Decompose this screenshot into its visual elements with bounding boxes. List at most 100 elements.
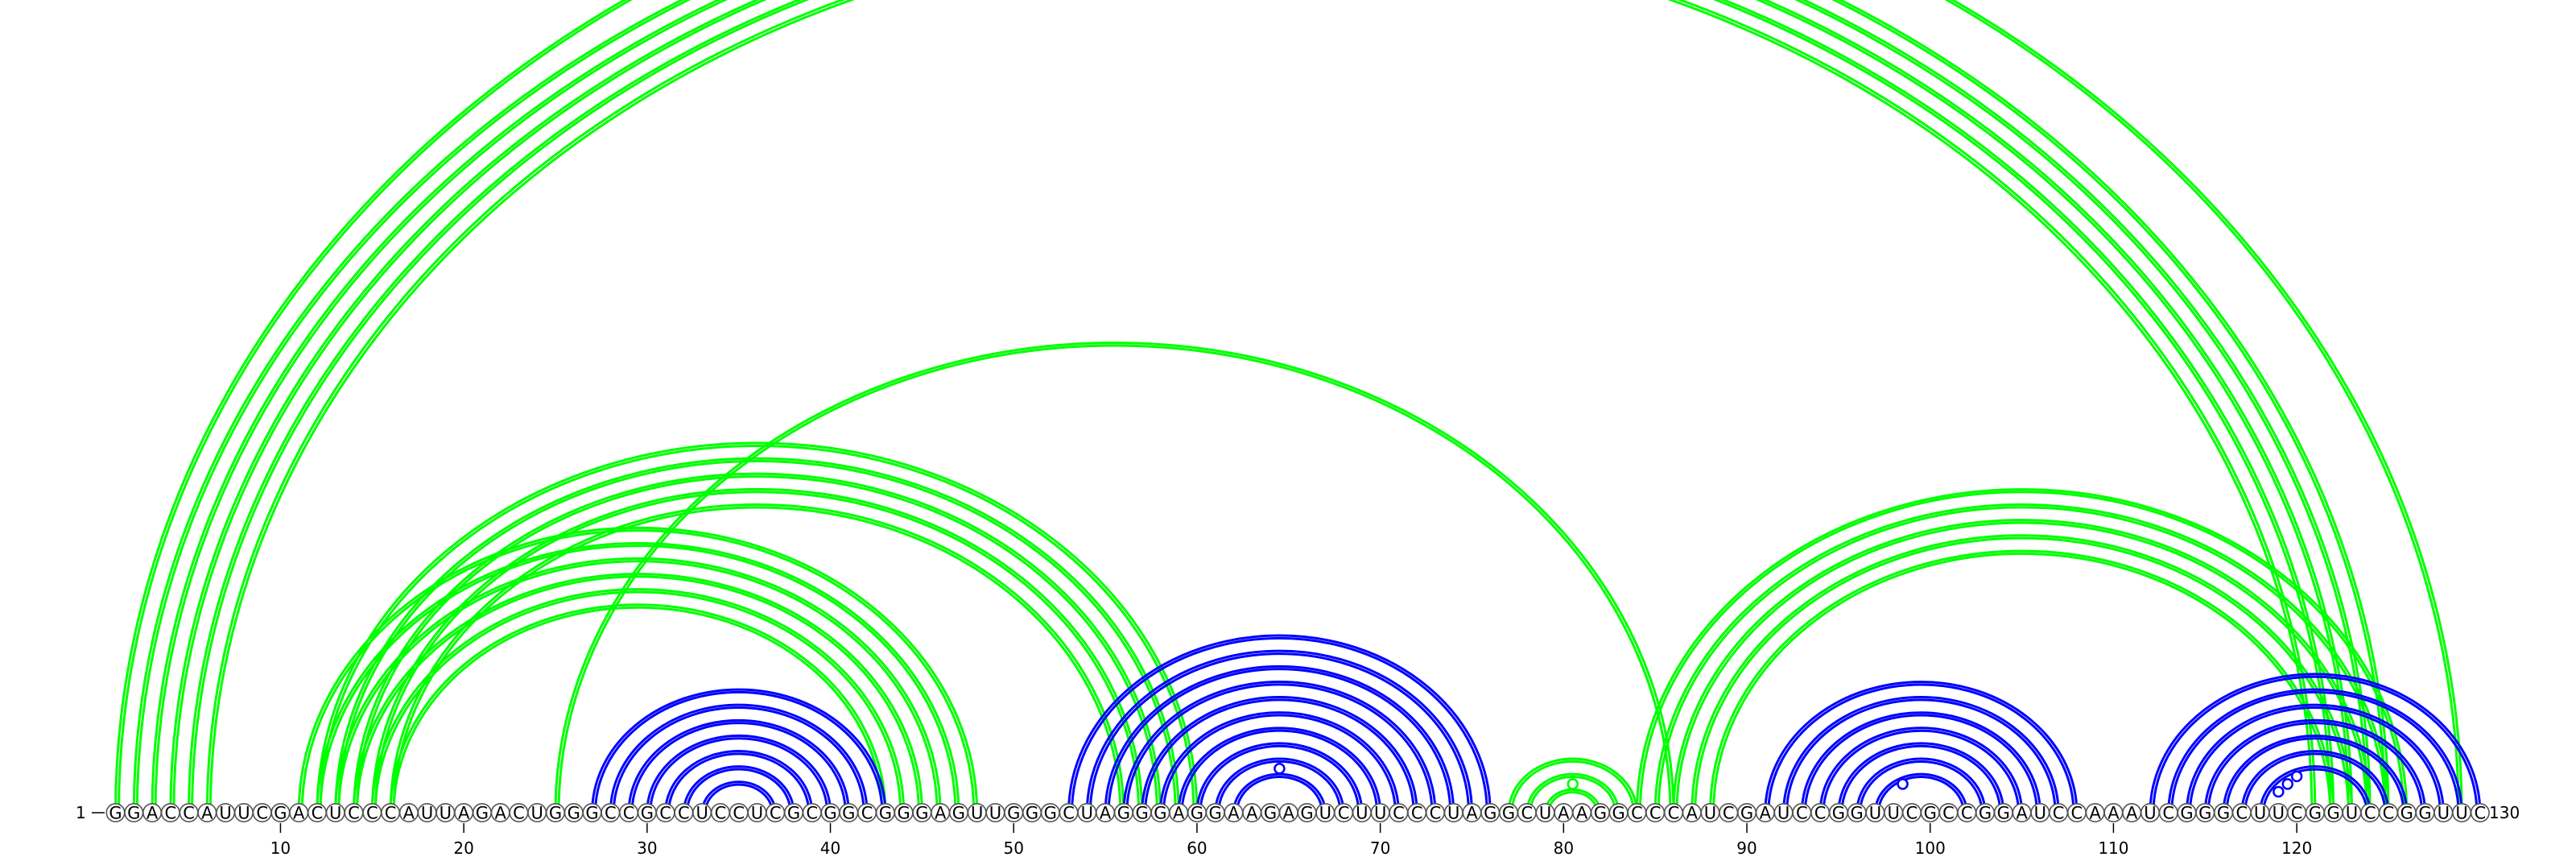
base-pair-arc [1708, 549, 2335, 814]
base-pair-arc [646, 734, 832, 814]
nucleotide: G [1828, 802, 1848, 823]
base-pair-arc [1547, 791, 1599, 814]
nucleotide: C [2287, 802, 2307, 823]
nucleotide-circle [2470, 802, 2490, 822]
position-tick: 110 [2098, 823, 2129, 857]
nucleotide: G [270, 802, 291, 823]
position-tick: 20 [453, 823, 474, 857]
base-pair-arc [370, 588, 906, 814]
nucleotide-letter: G [641, 804, 654, 823]
base-pair-arc [1510, 760, 1635, 814]
nucleotide-letter: C [2291, 804, 2303, 823]
loop-marker [2273, 785, 2285, 798]
nucleotide-letter: A [2126, 804, 2138, 823]
base-pair-arc [557, 344, 1672, 814]
nucleotide: C [1938, 802, 1959, 823]
nucleotide-letter: C [2071, 804, 2083, 823]
nucleotide-letter: G [1026, 804, 1038, 823]
nucleotide-letter: G [824, 804, 836, 823]
nucleotide-letter: G [1300, 804, 1313, 823]
nucleotide: U [325, 802, 345, 823]
nucleotide-letter: U [1704, 804, 1716, 823]
nucleotide: A [931, 802, 951, 823]
nucleotide: C [857, 802, 877, 823]
nucleotide: G [1737, 802, 1757, 823]
nucleotide-letter: G [1484, 804, 1496, 823]
base-pair-arc [1822, 729, 2021, 814]
nucleotide: U [692, 802, 712, 823]
nucleotide: C [1407, 802, 1427, 823]
nucleotide-letter: G [2180, 804, 2193, 823]
base-pair-arc [1125, 683, 1434, 814]
nucleotide: G [1261, 802, 1281, 823]
nucleotide: G [912, 802, 932, 823]
base-pair-arc [210, 0, 2312, 813]
nucleotide-letter: G [1740, 804, 1753, 823]
nucleotide-letter: U [696, 804, 708, 823]
base-pair-arc [2240, 749, 2390, 814]
nucleotide: A [2085, 802, 2105, 823]
base-pair-arc [1767, 683, 2075, 814]
base-pair-arc [591, 688, 887, 814]
nucleotide-letter: G [1154, 804, 1166, 823]
end-label: 130 [2489, 803, 2520, 822]
nucleotide-letter: C [770, 804, 782, 823]
tick-label: 20 [453, 838, 473, 857]
base-pair-arc [2149, 673, 2482, 814]
nucleotide: A [1278, 802, 1298, 823]
nucleotide-letter: C [2364, 804, 2376, 823]
nucleotide: G [2214, 802, 2234, 823]
nucleotide: C [1792, 802, 1812, 823]
base-pair-arc [627, 718, 850, 814]
tick-label: 10 [270, 838, 291, 857]
base-pair-arc [682, 765, 795, 814]
nucleotide: G [564, 802, 584, 823]
nucleotide-letter: G [1191, 804, 1203, 823]
nucleotide-letter: A [1246, 804, 1258, 823]
nucleotide: A [142, 802, 163, 823]
nucleotide-letter: C [1631, 804, 1643, 823]
nucleotide: U [1773, 802, 1794, 823]
nucleotide: C [2231, 802, 2252, 823]
nucleotide-letter: C [1411, 804, 1423, 823]
nucleotide: C [1663, 802, 1683, 823]
tick-label: 120 [2281, 838, 2312, 857]
base-pair-arc [2203, 718, 2427, 814]
base-pair-arc [649, 737, 829, 814]
nucleotide-letter: G [1979, 804, 1992, 823]
nucleotide-letter: U [1447, 804, 1459, 823]
nucleotide: C [1901, 802, 1922, 823]
base-pair-arc [1085, 649, 1473, 814]
nucleotide: U [1315, 802, 1335, 823]
nucleotide-letter: U [1319, 804, 1331, 823]
nucleotide: U [2342, 802, 2362, 823]
base-pair-arc [1635, 487, 2409, 814]
nucleotide-letter: U [440, 804, 452, 823]
nucleotide: A [1462, 802, 1482, 823]
base-pair-arc [337, 560, 939, 814]
nucleotide: A [1242, 802, 1262, 823]
nucleotide: C [362, 802, 382, 823]
nucleotide-letter: C [1668, 804, 1680, 823]
nucleotide-letter: G [952, 804, 965, 823]
nucleotide: A [2103, 802, 2124, 823]
nucleotide-letter: G [585, 804, 598, 823]
base-pair-arc [1525, 772, 1620, 814]
base-pair-arc [1107, 668, 1452, 814]
base-pair-arc [1141, 696, 1418, 814]
base-pair-arc [2244, 752, 2387, 814]
nucleotide-letter: G [915, 804, 928, 823]
base-pair-arc [2189, 706, 2442, 814]
middle-green-helix-b [316, 441, 1199, 814]
middle-green-helix-a [297, 526, 979, 814]
base-pair-arc [353, 472, 1162, 814]
nucleotide: C [509, 802, 529, 823]
blue-hairpin-90s [1764, 680, 2079, 814]
nucleotide: U [747, 802, 767, 823]
nucleotide: A [1554, 802, 1574, 823]
base-pair-arc [132, 0, 2390, 814]
nucleotide: C [674, 802, 694, 823]
nucleotide: G [1150, 802, 1170, 823]
